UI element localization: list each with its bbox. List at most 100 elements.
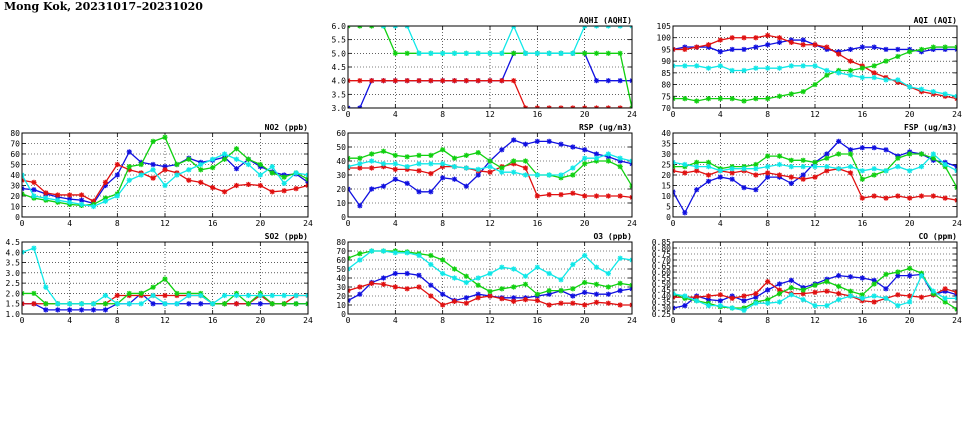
data-point xyxy=(78,201,85,207)
x-tick-label: 24 xyxy=(627,110,637,119)
data-point xyxy=(55,301,61,307)
series-cyan-aqi xyxy=(673,63,957,99)
data-point xyxy=(534,172,540,178)
data-point xyxy=(617,164,623,170)
data-point xyxy=(836,51,842,57)
data-point xyxy=(210,156,216,162)
y-tick-label: 0.60 xyxy=(652,268,671,277)
data-point xyxy=(812,303,818,309)
data-point xyxy=(582,252,588,259)
series-line xyxy=(22,278,308,305)
x-tick-label: 4 xyxy=(393,316,398,325)
y-tick-label: 50 xyxy=(10,161,20,170)
data-point xyxy=(800,291,806,297)
data-point xyxy=(812,42,818,48)
data-point xyxy=(605,291,611,297)
data-point xyxy=(765,164,771,170)
data-point xyxy=(126,301,132,307)
data-point xyxy=(582,147,588,153)
data-point xyxy=(871,63,877,69)
data-point xyxy=(800,164,806,170)
data-point xyxy=(522,172,529,178)
data-point xyxy=(918,273,925,279)
data-point xyxy=(404,164,410,170)
data-point xyxy=(404,286,410,292)
data-point xyxy=(765,96,771,102)
data-point xyxy=(605,151,611,157)
data-point xyxy=(717,37,723,43)
data-point xyxy=(788,39,794,45)
data-point xyxy=(812,81,818,88)
data-point xyxy=(380,183,387,189)
data-point xyxy=(463,183,469,189)
y-tick-label: 0.80 xyxy=(652,244,671,253)
data-point xyxy=(776,299,783,305)
x-tick-label: 20 xyxy=(256,316,266,325)
data-point xyxy=(475,282,481,288)
data-point xyxy=(233,146,240,152)
y-tick-label: 50 xyxy=(336,143,346,152)
data-point xyxy=(511,78,517,84)
data-point xyxy=(102,301,109,307)
data-point xyxy=(511,161,517,167)
data-point xyxy=(357,0,362,1)
data-point xyxy=(836,283,842,289)
data-point xyxy=(404,78,410,84)
chart-panel-aqhi: 3.0 3.5 4.0 4.5 5.0 5.5 6.0 0 4 8 12 16 20 24 AQHI (AQ… xyxy=(332,0,637,119)
data-point xyxy=(357,257,363,263)
chart-title: AQHI (AQHI) xyxy=(579,16,632,25)
data-point xyxy=(617,155,623,161)
x-tick-label: 12 xyxy=(485,110,495,119)
data-point xyxy=(570,172,576,178)
x-tick-label: 20 xyxy=(580,219,590,228)
data-point xyxy=(570,144,576,150)
data-point xyxy=(440,302,446,308)
data-point xyxy=(582,155,588,161)
chart-panel-aqi: 70 75 80 85 90 95 100 105 0 4 8 12 16 20 24 AQI (AQI) xyxy=(657,16,962,119)
data-point xyxy=(800,157,806,163)
y-tick-label: 30 xyxy=(661,150,671,159)
y-tick-label: 60 xyxy=(336,129,346,138)
data-point xyxy=(380,281,387,287)
data-point xyxy=(682,161,688,168)
data-point xyxy=(753,161,759,168)
data-point xyxy=(836,297,842,303)
data-point xyxy=(859,295,865,301)
data-point xyxy=(800,89,806,95)
plot-frame xyxy=(672,241,958,315)
data-point xyxy=(871,293,877,299)
data-point xyxy=(174,172,180,178)
data-point xyxy=(499,296,505,302)
data-point xyxy=(741,293,747,299)
y-tick-label: 5.5 xyxy=(332,36,347,45)
data-point xyxy=(245,292,252,299)
y-tick-label: 30 xyxy=(336,283,346,292)
y-tick-label: 75 xyxy=(661,92,671,101)
y-tick-label: 30 xyxy=(336,171,346,180)
data-point xyxy=(150,167,156,173)
y-tick-label: 4.5 xyxy=(6,238,21,247)
data-point xyxy=(428,261,434,268)
data-point xyxy=(776,287,783,293)
data-point xyxy=(558,50,564,56)
data-point xyxy=(511,50,517,56)
x-tick-label: 16 xyxy=(533,110,543,119)
data-point xyxy=(729,46,735,53)
y-tick-label: 70 xyxy=(661,104,671,113)
data-point xyxy=(895,303,901,309)
data-point xyxy=(930,89,936,95)
data-point xyxy=(126,290,132,297)
data-point xyxy=(428,189,434,195)
data-point xyxy=(942,91,948,97)
data-point xyxy=(753,166,759,172)
data-point xyxy=(522,165,529,171)
data-point xyxy=(605,193,611,199)
data-point xyxy=(765,287,771,293)
data-point xyxy=(257,161,263,168)
data-point xyxy=(765,297,771,303)
data-point xyxy=(357,155,363,161)
data-point xyxy=(67,307,73,313)
y-tick-label: 15 xyxy=(661,182,671,191)
data-point xyxy=(463,165,469,171)
data-point xyxy=(717,174,723,180)
